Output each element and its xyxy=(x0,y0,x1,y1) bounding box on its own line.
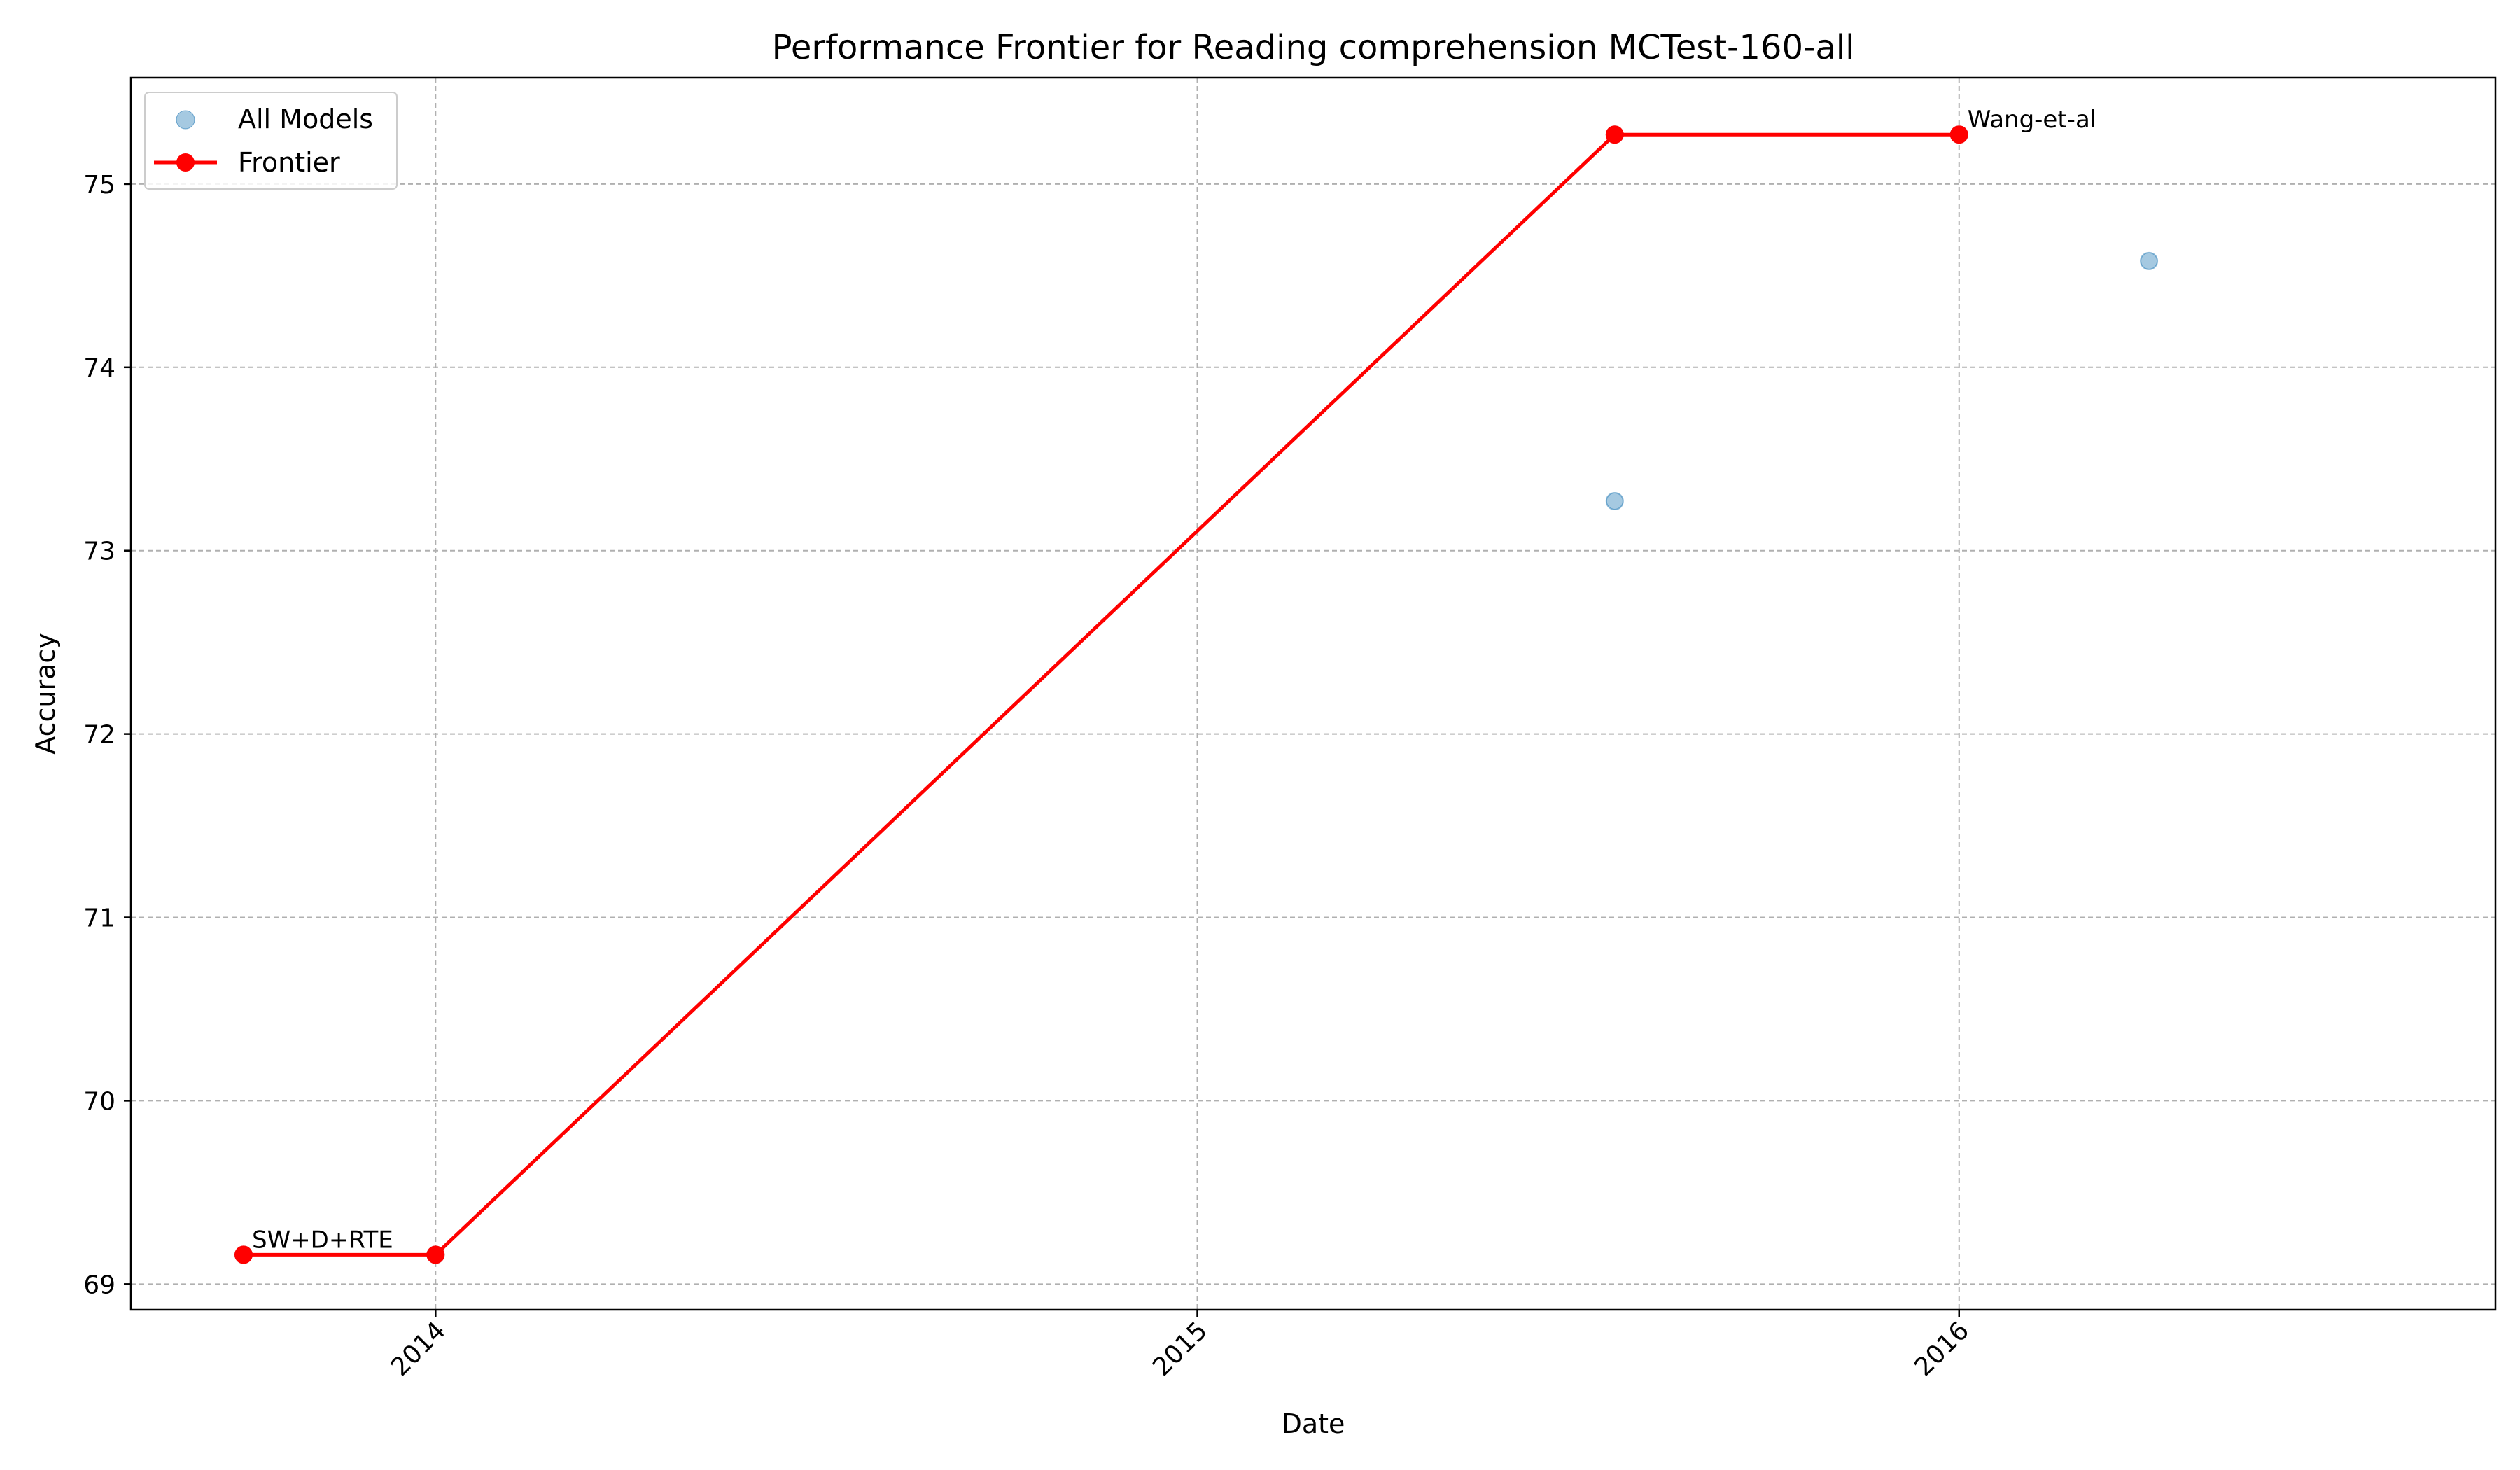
frontier-point xyxy=(1605,125,1624,144)
point-annotation: SW+D+RTE xyxy=(252,1226,393,1254)
point-annotation: Wang-et-al xyxy=(1968,106,2096,134)
frontier-point xyxy=(1949,125,1968,144)
x-tick-label: 2016 xyxy=(1909,1316,1975,1382)
legend-box xyxy=(144,92,398,190)
legend-all-models-marker xyxy=(176,110,195,130)
y-axis-label: Accuracy xyxy=(30,633,61,755)
plot-frame xyxy=(130,76,2497,1311)
frontier-point xyxy=(234,1245,253,1264)
legend: All Models Frontier xyxy=(144,92,398,190)
x-tick-label: 2015 xyxy=(1147,1316,1213,1382)
legend-frontier-marker xyxy=(176,153,195,172)
chart-title: Performance Frontier for Reading compreh… xyxy=(772,28,1855,67)
y-tick-label: 75 xyxy=(83,171,115,200)
legend-all-models-label: All Models xyxy=(238,104,373,134)
data-layer: SW+D+RTE Wang-et-al xyxy=(234,106,2159,1264)
y-tick-label: 73 xyxy=(83,538,115,566)
x-axis-label: Date xyxy=(1282,1408,1345,1439)
y-tick-label: 71 xyxy=(83,904,115,933)
frontier-point xyxy=(426,1245,445,1264)
x-tick-label: 2014 xyxy=(386,1316,451,1382)
y-tick-label: 70 xyxy=(83,1087,115,1116)
y-tick-label: 72 xyxy=(83,721,115,750)
all-models-point xyxy=(2140,251,2159,270)
all-models-point xyxy=(1605,492,1624,510)
y-tick-label: 74 xyxy=(83,354,115,383)
legend-frontier-label: Frontier xyxy=(238,147,340,178)
grid-lines xyxy=(131,78,2496,1310)
frontier-line xyxy=(244,132,1959,1256)
axis-ticks: 2014 2015 2016 69 70 71 72 73 74 75 xyxy=(83,171,1975,1382)
y-tick-label: 69 xyxy=(83,1270,115,1299)
